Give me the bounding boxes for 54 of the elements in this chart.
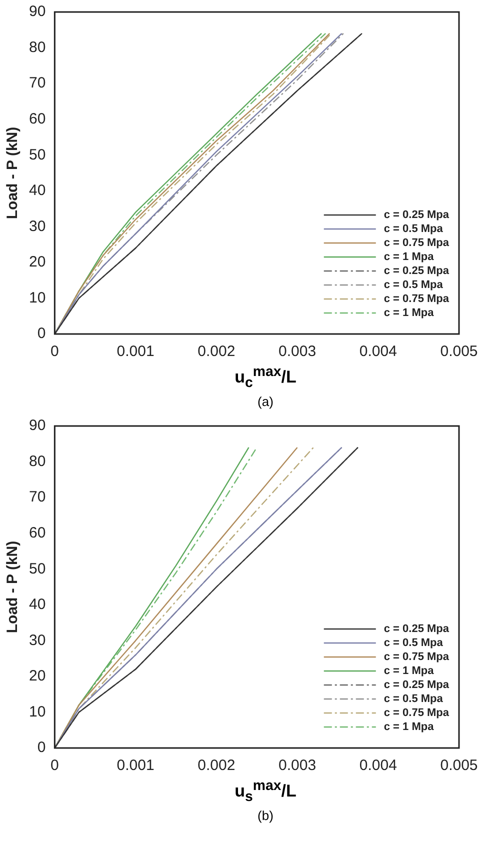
y-tick-label: 90 bbox=[28, 417, 46, 434]
y-tick-label: 70 bbox=[28, 74, 46, 92]
legend-label: c = 0.25 Mpa bbox=[384, 265, 450, 278]
y-tick-label: 80 bbox=[28, 452, 46, 470]
y-tick-label: 20 bbox=[28, 254, 46, 271]
x-tick-label: 0.003 bbox=[278, 757, 316, 774]
legend-label: c = 0.75 Mpa bbox=[384, 707, 450, 720]
y-tick-label: 60 bbox=[28, 524, 46, 542]
legend-label: c = 0.5 Mpa bbox=[384, 637, 444, 650]
y-tick-label: 40 bbox=[28, 182, 46, 200]
y-tick-label: 40 bbox=[28, 596, 46, 614]
legend-label: c = 1 Mpa bbox=[384, 251, 435, 264]
y-tick-label: 10 bbox=[28, 289, 46, 306]
y-tick-label: 30 bbox=[28, 632, 46, 649]
y-tick-label: 80 bbox=[28, 38, 46, 56]
y-tick-label: 0 bbox=[37, 325, 46, 342]
text: (b) bbox=[256, 807, 274, 825]
x-tick-label: 0.004 bbox=[359, 343, 397, 360]
legend-label: c = 0.75 Mpa bbox=[384, 651, 450, 664]
y-tick-label: 70 bbox=[28, 488, 46, 506]
x-tick-label: 0.005 bbox=[440, 343, 478, 360]
legend-label: c = 0.75 Mpa bbox=[384, 237, 450, 250]
x-axis-title: u$_{c}$$^{max}$/L bbox=[234, 364, 298, 392]
y-tick-label: 60 bbox=[28, 110, 46, 128]
x-tick-label: 0.001 bbox=[116, 343, 154, 360]
legend-label: c = 1 Mpa bbox=[384, 665, 435, 678]
y-tick-label: 30 bbox=[28, 218, 46, 235]
text: (a) bbox=[256, 393, 274, 411]
y-tick-label: 20 bbox=[28, 668, 46, 685]
x-tick-label: 0.003 bbox=[278, 343, 316, 360]
legend-label: c = 1 Mpa bbox=[384, 307, 435, 320]
y-tick-label: 90 bbox=[28, 3, 46, 20]
legend-label: c = 0.5 Mpa bbox=[384, 223, 444, 236]
legend-label: c = 0.5 Mpa bbox=[384, 279, 444, 292]
x-tick-label: 0.001 bbox=[116, 757, 154, 774]
x-tick-label: 0.004 bbox=[359, 757, 397, 774]
x-axis-title: u$_{s}$$^{max}$/L bbox=[234, 778, 298, 806]
x-tick-label: 0.005 bbox=[440, 757, 478, 774]
legend-label: c = 0.5 Mpa bbox=[384, 693, 444, 706]
x-tick-label: 0.002 bbox=[198, 343, 236, 360]
y-tick-label: 50 bbox=[28, 560, 46, 578]
y-tick-label: 10 bbox=[28, 703, 46, 720]
legend-label: c = 1 Mpa bbox=[384, 721, 435, 734]
legend-label: c = 0.25 Mpa bbox=[384, 209, 450, 222]
x-tick-label: 0.002 bbox=[198, 757, 236, 774]
legend-label: c = 0.25 Mpa bbox=[384, 679, 450, 692]
legend-label: c = 0.75 Mpa bbox=[384, 293, 450, 306]
legend-label: c = 0.25 Mpa bbox=[384, 623, 450, 636]
x-tick-label: 0 bbox=[50, 343, 59, 360]
y-tick-label: 50 bbox=[28, 146, 46, 164]
y-axis-title: Load - P (kN) bbox=[4, 126, 22, 220]
y-tick-label: 0 bbox=[37, 739, 46, 756]
x-tick-label: 0 bbox=[50, 757, 59, 774]
y-axis-title: Load - P (kN) bbox=[4, 540, 22, 634]
